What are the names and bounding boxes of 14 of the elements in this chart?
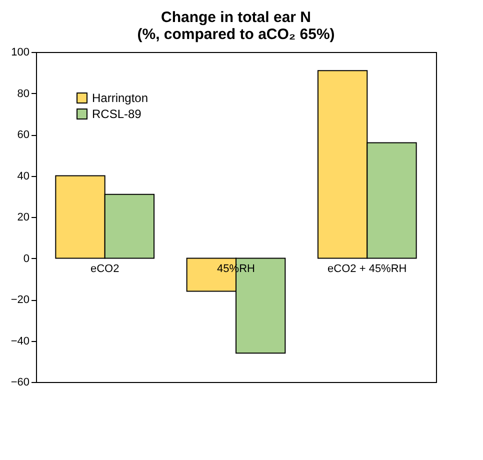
chart-title: Change in total ear N (%, compared to aCO₂ 65%)	[137, 9, 335, 43]
legend-label: Harrington	[92, 91, 148, 105]
y-tick-label: 80	[17, 88, 30, 100]
legend-label: RCSL-89	[92, 107, 142, 121]
y-tick-label: −40	[10, 335, 30, 348]
y-tick-label: −20	[10, 294, 30, 306]
x-tick-label: eCO2 + 45%RH	[328, 262, 407, 275]
y-tick-label: 0	[23, 252, 30, 265]
y-tick-label: −60	[10, 376, 30, 388]
y-tick-label: 60	[17, 129, 30, 141]
y-tick-label: 20	[17, 212, 30, 224]
y-tick-label: 100	[11, 46, 30, 58]
y-tick-label: 40	[17, 170, 30, 182]
x-tick-label: eCO2	[90, 262, 120, 275]
